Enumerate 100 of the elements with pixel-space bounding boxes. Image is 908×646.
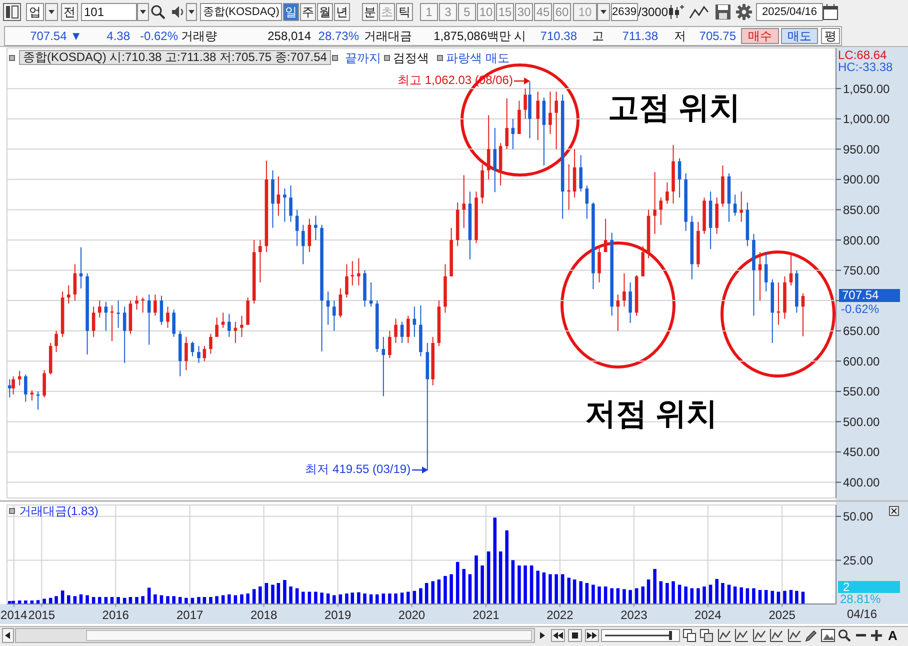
y-tick-label: 600.00 (843, 354, 880, 368)
bar (511, 560, 515, 604)
candlestick (18, 370, 22, 386)
bar (54, 596, 58, 604)
bar (740, 587, 744, 604)
bar (795, 590, 798, 604)
bar (708, 584, 712, 604)
bar (172, 596, 176, 604)
bar (770, 590, 774, 604)
bar (468, 574, 472, 604)
y-tick-label: 850.00 (843, 202, 880, 217)
bar (215, 596, 218, 604)
bar (696, 588, 700, 604)
text: A (888, 628, 898, 643)
candlestick (598, 246, 601, 283)
button: 60 (553, 3, 571, 21)
bar (394, 593, 398, 604)
candlestick (135, 295, 138, 310)
bar (406, 592, 410, 604)
text: 1,875,086백만 (434, 29, 511, 43)
candlestick (190, 341, 194, 357)
x-tick-label: 2019 (324, 608, 352, 622)
candlestick (12, 376, 15, 395)
candlestick (160, 295, 164, 326)
text-field: 2639 (611, 3, 638, 21)
candlestick (104, 301, 108, 332)
bar (672, 581, 675, 604)
y-tick-label: 450.00 (843, 445, 880, 460)
text: -0.62% (841, 302, 880, 316)
candlestick (172, 309, 176, 338)
chart-title: 거래대금(1.83) (19, 504, 98, 518)
annotation: 끝까지 (345, 51, 381, 65)
candlestick (585, 184, 589, 220)
candlestick (92, 306, 96, 338)
bar (524, 565, 527, 604)
bar (116, 596, 120, 604)
candlestick (622, 272, 626, 308)
candlestick (8, 378, 12, 398)
bar (283, 580, 286, 604)
candlestick (98, 300, 102, 318)
y-tick-label: 25.00 (843, 553, 874, 568)
candlestick (154, 294, 157, 316)
candlestick (73, 264, 77, 302)
candlestick (215, 317, 218, 338)
annotation: 검정색 (393, 51, 429, 65)
candlestick (536, 91, 540, 141)
candlestick (66, 284, 70, 304)
bar (314, 592, 318, 604)
bar (715, 578, 718, 604)
button: 주 (300, 3, 316, 21)
y-tick-label: 400.00 (843, 476, 880, 490)
bar (141, 596, 144, 604)
bar (357, 592, 360, 604)
text: 고 (592, 29, 604, 43)
button: 매도 (781, 28, 818, 44)
x-tick-label: 2016 (102, 608, 130, 622)
bar (659, 581, 663, 604)
candlestick (234, 321, 238, 344)
candlestick (326, 290, 330, 326)
y-tick-label: 1,050.00 (843, 82, 890, 96)
bar (567, 578, 571, 604)
candlestick (338, 288, 342, 318)
candlestick (209, 333, 212, 354)
text-field: 2025/04/16 (756, 3, 823, 21)
button: 전 (61, 3, 78, 21)
bar (86, 595, 89, 604)
candlestick (184, 336, 188, 371)
candlestick (764, 252, 768, 292)
bar (42, 598, 46, 604)
bar (536, 570, 540, 604)
text: 거래대금 (364, 29, 412, 43)
button: 45 (534, 3, 552, 21)
candlestick (548, 91, 552, 135)
bar (752, 588, 756, 604)
text: 4.38 (106, 29, 130, 43)
button: 분 (362, 3, 378, 21)
bar (721, 582, 724, 604)
candlestick (54, 330, 58, 353)
candlestick (382, 336, 386, 397)
bar (332, 595, 336, 604)
button: 초 (379, 3, 395, 21)
y-tick-label: 550.00 (843, 384, 880, 399)
candlestick (412, 306, 416, 338)
y-tick-label: 750.00 (843, 264, 880, 278)
candlestick (653, 172, 656, 234)
text: LC:68.64 (838, 48, 887, 62)
bar (684, 586, 688, 604)
candlestick (493, 127, 497, 193)
candlestick (554, 91, 558, 150)
candlestick (202, 345, 206, 362)
x-tick-label: 2025 (768, 608, 796, 622)
text: -0.62% (140, 29, 178, 43)
bar (653, 568, 656, 604)
candlestick (579, 154, 582, 192)
bar (240, 594, 244, 604)
button: 5 (458, 3, 476, 21)
bar (147, 588, 151, 604)
candlestick (289, 184, 292, 222)
dropdown: 업 (26, 3, 44, 21)
candlestick (228, 313, 231, 338)
